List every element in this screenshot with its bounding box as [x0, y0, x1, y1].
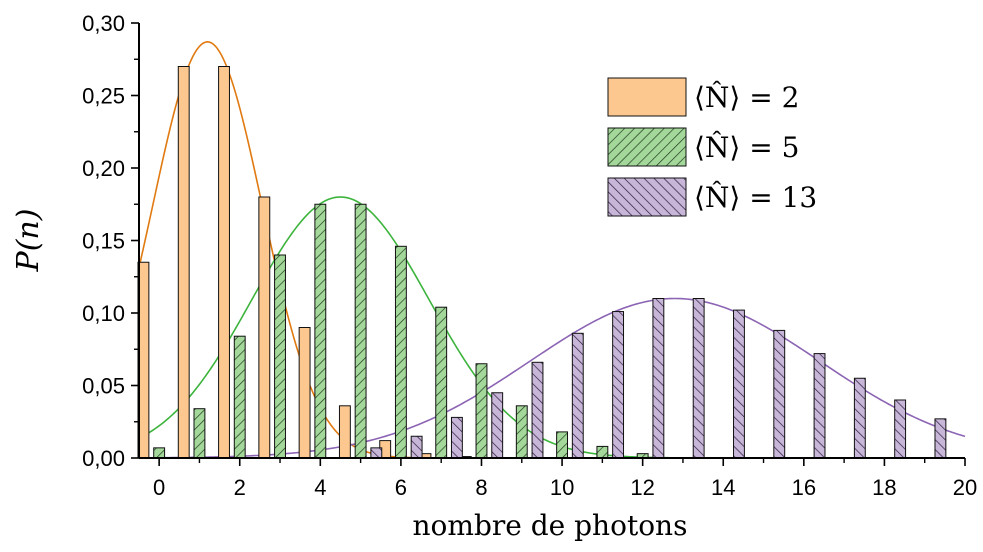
- bar-series-0-n1: [177, 66, 190, 459]
- y-tick-label: 0,25: [82, 84, 125, 109]
- bar-series-2-n12: [652, 298, 665, 459]
- bar-series-1-n6: [394, 245, 407, 459]
- x-tick-label: 12: [630, 475, 654, 500]
- x-tick-label: 16: [792, 475, 816, 500]
- bar-series-2-n9: [531, 361, 544, 459]
- legend-swatch-series-2: [607, 177, 687, 217]
- bar-series-1-n5: [354, 203, 367, 459]
- bars: [137, 66, 947, 459]
- tick-labels: 0 2 4 6 8 10 12 14 16 18 20 0,00 0,05 0,10 0,15 0,20 0,2…: [82, 11, 977, 500]
- bar-series-1-n0: [153, 447, 166, 459]
- bar-series-2-n7: [450, 416, 463, 459]
- bar-series-2-n8: [491, 392, 504, 459]
- bar-series-2-n13: [692, 298, 705, 459]
- y-tick-label: 0,30: [82, 11, 125, 36]
- bar-series-1-n8: [475, 363, 488, 459]
- bar-series-2-n6: [410, 435, 423, 459]
- bar-series-1-n7: [435, 306, 448, 459]
- bar-series-0-n4: [298, 327, 311, 459]
- bar-series-2-n10: [571, 332, 584, 459]
- legend-label-series-2: ⟨N̂⟩ = 13: [694, 181, 817, 214]
- bar-series-0-n2: [218, 66, 230, 459]
- bar-series-0-n5: [338, 405, 351, 459]
- x-tick-label: 6: [395, 475, 407, 500]
- y-tick-label: 0,15: [82, 229, 125, 254]
- x-tick-label: 10: [550, 475, 574, 500]
- bar-series-1-n11: [596, 445, 609, 459]
- bar-series-1-n4: [314, 203, 327, 459]
- y-axis-title: P(n): [11, 209, 46, 273]
- bar-series-2-n14: [733, 309, 745, 459]
- legend-label-series-1: ⟨N̂⟩ = 5: [694, 131, 799, 164]
- legend-label-series-0: ⟨N̂⟩ = 2: [694, 81, 799, 114]
- bar-series-1-n1: [193, 408, 206, 459]
- x-tick-label: 14: [711, 475, 735, 500]
- bar-series-2-n15: [773, 329, 786, 459]
- y-tick-label: 0,05: [82, 374, 125, 399]
- bar-series-1-n9: [515, 405, 528, 459]
- legend-swatch-series-1: [607, 127, 687, 167]
- bar-series-1-n2: [233, 335, 246, 459]
- bar-series-1-n10: [556, 431, 569, 459]
- bar-series-2-n5: [370, 447, 383, 459]
- bar-series-0-n3: [258, 196, 271, 459]
- x-axis-title: nombre de photons: [413, 509, 688, 542]
- legend-swatch-series-0: [607, 77, 687, 117]
- legend: ⟨N̂⟩ = 2 ⟨N̂⟩ = 5 ⟨N̂⟩ = 13: [607, 77, 817, 217]
- y-tick-label: 0,10: [82, 301, 125, 326]
- y-tick-label: 0,00: [82, 446, 125, 471]
- bar-series-2-n16: [813, 353, 826, 459]
- bar-series-2-n19: [934, 418, 947, 459]
- x-tick-label: 20: [953, 475, 977, 500]
- x-tick-label: 2: [234, 475, 246, 500]
- bar-series-2-n17: [853, 377, 866, 459]
- x-tick-label: 0: [153, 475, 165, 500]
- x-tick-label: 8: [475, 475, 487, 500]
- x-tick-label: 4: [314, 475, 326, 500]
- bar-series-2-n11: [612, 311, 625, 459]
- y-tick-label: 0,20: [82, 156, 125, 181]
- axes: [131, 22, 966, 466]
- x-tick-label: 18: [872, 475, 896, 500]
- bar-series-2-n18: [894, 399, 907, 459]
- bar-series-1-n3: [274, 254, 286, 459]
